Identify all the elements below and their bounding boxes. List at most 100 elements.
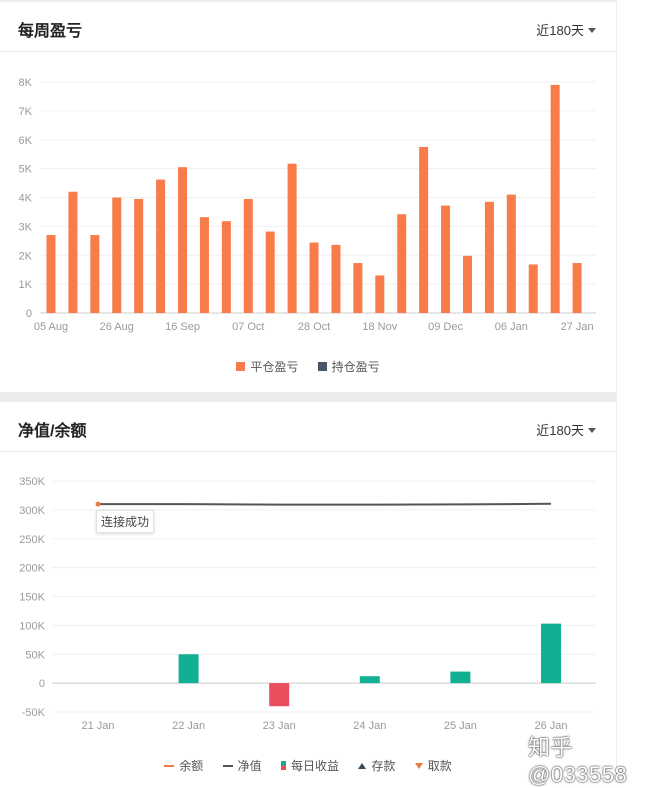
bar-closed-pnl — [243, 198, 253, 313]
bar-closed-pnl — [506, 194, 516, 313]
bar-daily-return — [541, 623, 561, 684]
bar-closed-pnl — [441, 205, 451, 313]
y-tick-label: 7K — [19, 106, 33, 118]
bar-closed-pnl — [199, 217, 209, 313]
panel-divider — [0, 392, 616, 402]
bar-closed-pnl — [287, 163, 297, 313]
legend-swatch — [164, 764, 175, 767]
bar-closed-pnl — [419, 146, 429, 313]
point-balance — [95, 501, 101, 507]
y-tick-label: 6K — [19, 135, 33, 147]
bar-daily-return — [178, 654, 199, 684]
legend-swatch — [222, 764, 233, 767]
y-tick-label: 350K — [19, 476, 45, 488]
legend-label: 余额 — [179, 759, 204, 773]
legend-label: 净值 — [237, 759, 262, 773]
y-tick-label: 3K — [19, 221, 33, 233]
y-tick-label: 1K — [19, 279, 33, 291]
legend-item-closed-pnl[interactable]: 平仓盈亏 — [236, 358, 298, 375]
equity-header: 净值/余额 近180天 — [0, 402, 616, 452]
bar-closed-pnl — [550, 84, 560, 313]
y-tick-label: 200K — [19, 563, 45, 575]
equity-range-label: 近180天 — [536, 423, 584, 438]
bar-closed-pnl — [484, 201, 494, 313]
x-tick-label: 22 Jan — [172, 720, 205, 732]
bar-closed-pnl — [375, 275, 385, 313]
y-tick-label: 8K — [19, 77, 33, 89]
y-tick-label: 250K — [19, 534, 45, 546]
equity-range-select[interactable]: 近180天 — [536, 420, 596, 439]
bar-closed-pnl — [178, 167, 188, 313]
x-tick-label: 07 Oct — [232, 321, 264, 333]
legend-item-deposit[interactable]: 存款 — [358, 757, 395, 774]
x-tick-label: 26 Jan — [534, 720, 567, 732]
legend-swatch — [317, 362, 327, 372]
legend-label: 存款 — [371, 759, 396, 773]
weekly-pnl-title: 每周盈亏 — [18, 23, 83, 40]
legend-swatch — [236, 362, 246, 372]
x-tick-label: 21 Jan — [81, 720, 114, 732]
triangle-down-icon — [414, 762, 423, 769]
bar-closed-pnl — [68, 191, 78, 313]
equity-balance-panel: 净值/余额 近180天 -50K 0 50K 100K 150K 200K 250K 300K… — [0, 402, 616, 783]
x-tick-label: 25 Jan — [444, 720, 477, 732]
y-tick-label: -50K — [22, 707, 46, 719]
bar-closed-pnl — [112, 197, 122, 313]
legend-label: 每日收益 — [290, 759, 339, 773]
bar-daily-return — [359, 676, 380, 684]
y-tick-label: 300K — [19, 505, 45, 517]
x-tick-label: 06 Jan — [495, 321, 528, 333]
legend-item-open-pnl[interactable]: 持仓盈亏 — [317, 358, 380, 375]
bar-closed-pnl — [572, 263, 582, 313]
legend-label: 持仓盈亏 — [331, 360, 380, 374]
bar-closed-pnl — [397, 214, 407, 313]
bar-daily-return — [269, 683, 290, 707]
caret-down-icon — [588, 28, 596, 34]
x-tick-label: 24 Jan — [353, 720, 386, 732]
legend-label: 取款 — [427, 759, 452, 773]
watermark: 知乎 @033558 — [528, 735, 628, 787]
y-tick-label: 5K — [19, 164, 33, 176]
y-tick-label: 100K — [19, 620, 45, 632]
bar-closed-pnl — [353, 263, 363, 313]
x-tick-label: 26 Aug — [100, 321, 134, 333]
y-tick-label: 50K — [25, 649, 45, 661]
triangle-up-icon — [358, 762, 367, 769]
legend-item-equity[interactable]: 净值 — [222, 757, 262, 774]
legend-item-daily-return[interactable]: 每日收益 — [280, 757, 339, 774]
bar-daily-return — [450, 671, 471, 684]
bar-closed-pnl — [462, 255, 472, 313]
x-tick-label: 05 Aug — [34, 321, 68, 333]
weekly-range-label: 近180天 — [536, 23, 584, 38]
line-equity — [98, 502, 552, 506]
weekly-pnl-panel: 每周盈亏 近180天 0 1K 2K 3K 4K 5K 6K 7K 8K 05 Aug 26 Aug… — [0, 0, 616, 392]
legend-swatch — [280, 761, 286, 771]
bar-closed-pnl — [90, 235, 100, 313]
equity-title: 净值/余额 — [18, 423, 87, 440]
legend-item-balance[interactable]: 余额 — [164, 757, 203, 774]
weekly-range-select[interactable]: 近180天 — [536, 20, 596, 39]
y-tick-label: 0 — [39, 678, 45, 690]
x-tick-label: 16 Sep — [165, 321, 200, 333]
bar-closed-pnl — [134, 198, 144, 313]
y-tick-label: 2K — [19, 250, 33, 262]
caret-down-icon — [588, 428, 596, 434]
weekly-legend: 平仓盈亏 持仓盈亏 — [0, 358, 616, 375]
bar-closed-pnl — [528, 264, 538, 313]
weekly-pnl-header: 每周盈亏 近180天 — [0, 2, 616, 52]
x-tick-label: 09 Dec — [428, 321, 463, 333]
right-gutter — [616, 0, 664, 783]
bar-closed-pnl — [156, 179, 166, 313]
y-tick-label: 150K — [19, 592, 45, 604]
bar-closed-pnl — [309, 242, 319, 313]
bar-closed-pnl — [46, 235, 56, 313]
bar-closed-pnl — [331, 244, 341, 313]
equity-legend: 余额 净值 每日收益 存款 取款 — [0, 757, 616, 774]
equity-chart: -50K 0 50K 100K 150K 200K 250K 300K 350K 21 Jan 22… — [19, 476, 596, 732]
x-tick-label: 18 Nov — [362, 321, 397, 333]
bar-closed-pnl — [221, 221, 231, 313]
connection-tooltip: 连接成功 — [96, 510, 155, 533]
legend-label: 平仓盈亏 — [250, 360, 299, 374]
legend-item-withdraw[interactable]: 取款 — [414, 757, 452, 774]
y-tick-label: 4K — [19, 193, 33, 205]
